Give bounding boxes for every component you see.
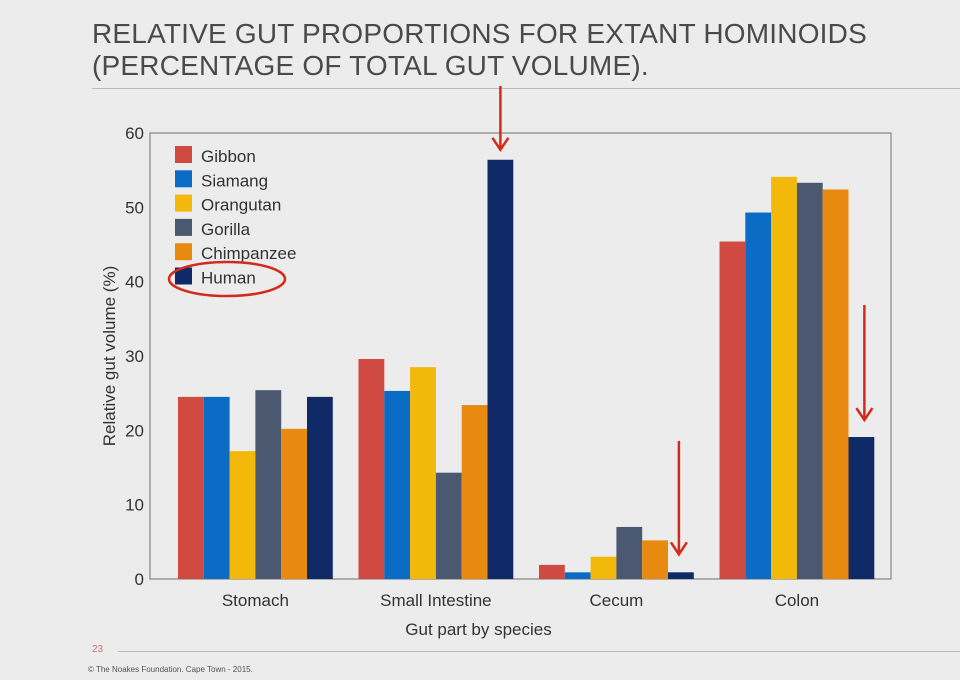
page-number: 23 [92, 644, 104, 655]
legend-swatch-siamang [175, 170, 192, 188]
bar-chimpanzee-stomach [281, 428, 307, 579]
bar-chimpanzee-colon [822, 189, 849, 579]
x-tick-label: Small Intestine [380, 591, 492, 610]
bar-chimpanzee-small-intestine [461, 405, 488, 579]
y-tick-label: 20 [125, 421, 144, 440]
arrow-icon-colon-head [855, 407, 874, 423]
title-divider [92, 88, 960, 89]
y-tick-label: 50 [125, 198, 144, 217]
bar-gorilla-colon [796, 182, 823, 579]
arrow-icon-cecum-head [669, 541, 688, 557]
legend-label-orangutan: Orangutan [201, 196, 281, 215]
bar-orangutan-cecum [590, 556, 617, 579]
x-tick-label: Colon [775, 591, 819, 610]
y-tick-label: 40 [125, 273, 144, 292]
bar-gibbon-small-intestine [358, 358, 385, 579]
slide-title: RELATIVE GUT PROPORTIONS FOR EXTANT HOMI… [92, 18, 867, 82]
legend-label-human: Human [201, 269, 256, 288]
footer-divider [118, 651, 960, 652]
bar-siamang-cecum [564, 572, 591, 579]
bar-gibbon-cecum [539, 564, 565, 579]
legend-swatch-gorilla [175, 218, 192, 236]
legend-label-chimpanzee: Chimpanzee [201, 244, 296, 263]
x-axis-label: Gut part by species [405, 620, 551, 639]
footer-copyright: © The Noakes Foundation. Cape Town - 201… [88, 665, 253, 674]
x-tick-label: Cecum [589, 591, 643, 610]
legend-label-gorilla: Gorilla [201, 220, 251, 239]
highlight-circle [167, 260, 287, 298]
bar-siamang-small-intestine [384, 390, 411, 579]
y-tick-label: 30 [125, 347, 144, 366]
plot-frame [149, 132, 892, 580]
bar-orangutan-stomach [229, 451, 256, 579]
bar-gorilla-small-intestine [435, 472, 462, 579]
bar-human-stomach [307, 396, 333, 579]
bar-gorilla-stomach [255, 390, 282, 579]
bar-gibbon-stomach [178, 396, 204, 579]
legend-swatch-orangutan [175, 194, 192, 212]
y-tick-label: 10 [125, 496, 144, 515]
bar-gorilla-cecum [616, 526, 643, 579]
arrow-icon-small-intestine-head [491, 137, 510, 153]
x-tick-label: Stomach [222, 591, 289, 610]
title-line-1: RELATIVE GUT PROPORTIONS FOR EXTANT HOMI… [92, 18, 867, 49]
bar-human-colon [848, 437, 875, 579]
bar-gibbon-colon [719, 241, 746, 579]
legend-swatch-human [175, 267, 192, 285]
bar-chimpanzee-cecum [642, 540, 668, 579]
bar-siamang-colon [745, 212, 772, 579]
bar-orangutan-colon [771, 176, 797, 579]
y-tick-label: 0 [135, 570, 144, 589]
legend-label-siamang: Siamang [201, 171, 268, 190]
y-tick-label: 60 [125, 124, 144, 143]
y-axis-label: Relative gut volume (%) [100, 266, 119, 446]
legend-label-gibbon: Gibbon [201, 147, 256, 166]
bar-human-cecum [668, 572, 694, 579]
bar-human-small-intestine [487, 159, 514, 579]
legend-swatch-gibbon [175, 146, 192, 163]
title-line-2: (PERCENTAGE OF TOTAL GUT VOLUME). [92, 50, 649, 81]
bar-orangutan-small-intestine [410, 367, 436, 579]
bar-siamang-stomach [203, 396, 230, 579]
legend-swatch-chimpanzee [175, 243, 192, 261]
